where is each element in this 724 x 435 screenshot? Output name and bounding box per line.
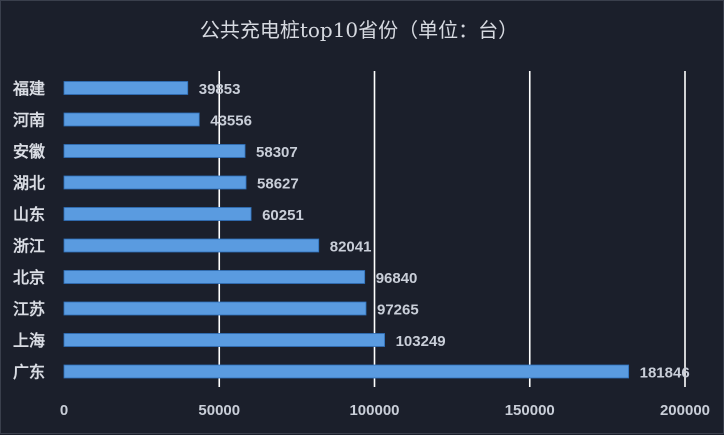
- value-label: 58307: [256, 144, 298, 161]
- category-label: 湖北: [13, 174, 45, 193]
- category-label: 山东: [13, 205, 45, 224]
- category-label: 江苏: [13, 300, 45, 319]
- value-label: 82041: [330, 239, 372, 256]
- x-tick-label: 150000: [505, 402, 555, 419]
- x-tick-label: 200000: [660, 402, 710, 419]
- bar: [63, 175, 247, 190]
- value-label: 60251: [262, 207, 304, 224]
- bar: [63, 333, 385, 347]
- category-label: 河南: [13, 111, 45, 130]
- category-label: 安徽: [13, 142, 46, 161]
- bar: [63, 207, 252, 221]
- value-label: 39853: [199, 81, 241, 98]
- bar: [63, 364, 630, 379]
- category-label: 福建: [12, 79, 45, 98]
- chart-title: 公共充电桩top10省份（单位：台）: [200, 18, 518, 42]
- category-label: 广东: [13, 363, 45, 382]
- x-axis-ticks: 0 50000 100000 150000 200000: [60, 402, 710, 419]
- bar: [63, 238, 320, 253]
- bar: [63, 81, 189, 95]
- value-label: 103249: [396, 333, 446, 350]
- category-label: 北京: [13, 268, 45, 287]
- bar: [63, 301, 367, 316]
- bar: [63, 112, 200, 127]
- value-label: 43556: [210, 113, 252, 130]
- bar: [63, 270, 366, 284]
- value-label: 181846: [640, 365, 690, 382]
- category-label: 浙江: [13, 237, 45, 256]
- value-label: 58627: [257, 176, 299, 193]
- value-label: 97265: [377, 302, 419, 319]
- x-tick-label: 50000: [198, 402, 240, 419]
- bars: [63, 81, 630, 379]
- category-label: 上海: [13, 331, 45, 350]
- x-tick-label: 0: [60, 402, 68, 419]
- value-label: 96840: [376, 270, 418, 287]
- bar: [63, 144, 246, 158]
- x-tick-label: 100000: [349, 402, 399, 419]
